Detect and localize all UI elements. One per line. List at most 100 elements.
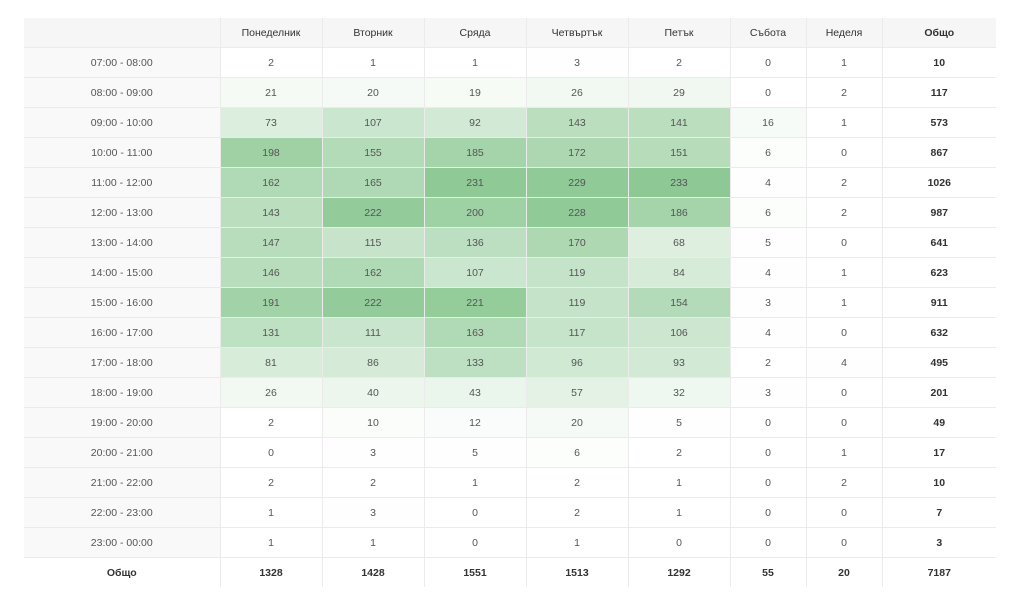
heatmap-cell: 2 xyxy=(730,347,807,378)
heatmap-cell: 10 xyxy=(322,407,425,438)
row-total-cell: 495 xyxy=(882,347,996,378)
heatmap-cell: 0 xyxy=(806,137,883,168)
heatmap-cell: 86 xyxy=(322,347,425,378)
heatmap-cell: 1 xyxy=(806,437,883,468)
heatmap-row: 09:00 - 10:00 73 107 92 143 141 16 1 573 xyxy=(24,107,996,138)
row-total-cell: 3 xyxy=(882,527,996,558)
row-label: 19:00 - 20:00 xyxy=(24,407,221,438)
heatmap-cell: 16 xyxy=(730,107,807,138)
row-label: 10:00 - 11:00 xyxy=(24,137,221,168)
column-header-tuesday: Вторник xyxy=(322,18,425,48)
heatmap-cell: 2 xyxy=(526,497,629,528)
heatmap-cell: 5 xyxy=(730,227,807,258)
heatmap-cell: 2 xyxy=(806,77,883,108)
heatmap-cell: 2 xyxy=(806,167,883,198)
heatmap-cell: 143 xyxy=(526,107,629,138)
row-label: 21:00 - 22:00 xyxy=(24,467,221,498)
heatmap-row: 13:00 - 14:00 147 115 136 170 68 5 0 641 xyxy=(24,227,996,258)
heatmap-cell: 107 xyxy=(322,107,425,138)
heatmap-row: 19:00 - 20:00 2 10 12 20 5 0 0 49 xyxy=(24,407,996,438)
heatmap-cell: 5 xyxy=(628,407,731,438)
column-total-cell: 1328 xyxy=(220,557,323,587)
column-total-cell: 1551 xyxy=(424,557,527,587)
heatmap-cell: 81 xyxy=(220,347,323,378)
heatmap-cell: 1 xyxy=(628,467,731,498)
heatmap-cell: 2 xyxy=(322,467,425,498)
column-total-cell: 55 xyxy=(730,557,807,587)
column-header-sunday: Неделя xyxy=(806,18,883,48)
heatmap-cell: 170 xyxy=(526,227,629,258)
header-row: Понеделник Вторник Сряда Четвъртък Петък… xyxy=(24,18,996,48)
heatmap-cell: 4 xyxy=(730,257,807,288)
heatmap-row: 23:00 - 00:00 1 1 0 1 0 0 0 3 xyxy=(24,527,996,558)
heatmap-cell: 3 xyxy=(730,287,807,318)
row-label: 16:00 - 17:00 xyxy=(24,317,221,348)
heatmap-cell: 154 xyxy=(628,287,731,318)
heatmap-cell: 0 xyxy=(730,407,807,438)
heatmap-cell: 3 xyxy=(322,437,425,468)
heatmap-cell: 2 xyxy=(628,437,731,468)
heatmap-row: 20:00 - 21:00 0 3 5 6 2 0 1 17 xyxy=(24,437,996,468)
row-total-cell: 49 xyxy=(882,407,996,438)
heatmap-row: 18:00 - 19:00 26 40 43 57 32 3 0 201 xyxy=(24,377,996,408)
heatmap-cell: 57 xyxy=(526,377,629,408)
heatmap-cell: 0 xyxy=(628,527,731,558)
heatmap-cell: 0 xyxy=(806,377,883,408)
row-total-cell: 911 xyxy=(882,287,996,318)
heatmap-row: 16:00 - 17:00 131 111 163 117 106 4 0 632 xyxy=(24,317,996,348)
heatmap-cell: 1 xyxy=(424,467,527,498)
heatmap-cell: 20 xyxy=(526,407,629,438)
heatmap-cell: 2 xyxy=(220,47,323,78)
heatmap-cell: 26 xyxy=(526,77,629,108)
heatmap-row: 22:00 - 23:00 1 3 0 2 1 0 0 7 xyxy=(24,497,996,528)
row-label: 07:00 - 08:00 xyxy=(24,47,221,78)
heatmap-cell: 115 xyxy=(322,227,425,258)
heatmap-cell: 162 xyxy=(322,257,425,288)
heatmap-cell: 151 xyxy=(628,137,731,168)
heatmap-cell: 0 xyxy=(220,437,323,468)
heatmap-cell: 165 xyxy=(322,167,425,198)
heatmap-cell: 0 xyxy=(424,497,527,528)
heatmap-cell: 0 xyxy=(730,497,807,528)
column-header-thursday: Четвъртък xyxy=(526,18,629,48)
heatmap-table: Понеделник Вторник Сряда Четвъртък Петък… xyxy=(24,18,996,587)
row-label: 17:00 - 18:00 xyxy=(24,347,221,378)
totals-row: Общо 1328 1428 1551 1513 1292 55 20 7187 xyxy=(24,557,996,587)
heatmap-cell: 3 xyxy=(526,47,629,78)
heatmap-cell: 3 xyxy=(730,377,807,408)
heatmap-row: 15:00 - 16:00 191 222 221 119 154 3 1 911 xyxy=(24,287,996,318)
heatmap-cell: 1 xyxy=(806,47,883,78)
heatmap-cell: 32 xyxy=(628,377,731,408)
heatmap-cell: 146 xyxy=(220,257,323,288)
heatmap-cell: 0 xyxy=(806,317,883,348)
heatmap-cell: 1 xyxy=(220,527,323,558)
heatmap-cell: 1 xyxy=(806,287,883,318)
heatmap-cell: 68 xyxy=(628,227,731,258)
column-header-saturday: Събота xyxy=(730,18,807,48)
heatmap-cell: 0 xyxy=(730,527,807,558)
heatmap-cell: 2 xyxy=(806,197,883,228)
heatmap-cell: 222 xyxy=(322,287,425,318)
heatmap-row: 21:00 - 22:00 2 2 1 2 1 0 2 10 xyxy=(24,467,996,498)
heatmap-row: 12:00 - 13:00 143 222 200 228 186 6 2 987 xyxy=(24,197,996,228)
row-label: 11:00 - 12:00 xyxy=(24,167,221,198)
heatmap-cell: 43 xyxy=(424,377,527,408)
row-label: 15:00 - 16:00 xyxy=(24,287,221,318)
heatmap-cell: 1 xyxy=(322,47,425,78)
corner-cell xyxy=(24,18,221,48)
row-total-cell: 10 xyxy=(882,467,996,498)
row-label: 08:00 - 09:00 xyxy=(24,77,221,108)
heatmap-cell: 131 xyxy=(220,317,323,348)
grand-total-cell: 7187 xyxy=(882,557,996,587)
heatmap-cell: 12 xyxy=(424,407,527,438)
heatmap-cell: 2 xyxy=(806,467,883,498)
heatmap-cell: 1 xyxy=(424,47,527,78)
heatmap-cell: 29 xyxy=(628,77,731,108)
heatmap-cell: 84 xyxy=(628,257,731,288)
heatmap-cell: 2 xyxy=(628,47,731,78)
row-total-cell: 10 xyxy=(882,47,996,78)
heatmap-cell: 21 xyxy=(220,77,323,108)
heatmap-cell: 4 xyxy=(806,347,883,378)
heatmap-cell: 6 xyxy=(526,437,629,468)
heatmap-cell: 2 xyxy=(220,467,323,498)
